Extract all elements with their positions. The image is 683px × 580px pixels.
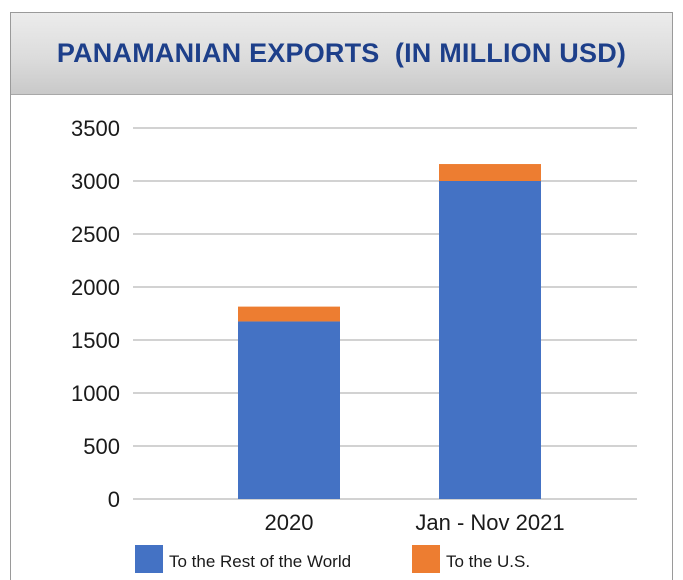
bar-us-2021: [439, 164, 541, 181]
y-tick-label: 1000: [71, 381, 120, 406]
legend-label: To the Rest of the World: [169, 552, 351, 571]
y-tick-label: 1500: [71, 328, 120, 353]
x-tick-label: 2020: [265, 510, 314, 535]
chart-title-bar: PANAMANIAN EXPORTS (IN MILLION USD): [11, 13, 672, 95]
y-tick-label: 500: [83, 434, 120, 459]
y-tick-label: 2500: [71, 222, 120, 247]
legend-label: To the U.S.: [446, 552, 530, 571]
x-tick-label: Jan - Nov 2021: [415, 510, 564, 535]
y-tick-label: 3000: [71, 169, 120, 194]
y-tick-label: 2000: [71, 275, 120, 300]
bar-rest-of-world-2021: [439, 181, 541, 499]
chart-title: PANAMANIAN EXPORTS (IN MILLION USD): [56, 38, 627, 68]
bar-rest-of-world-2020: [238, 321, 340, 499]
legend-swatch: [135, 545, 163, 573]
legend-swatch: [412, 545, 440, 573]
bar-us-2020: [238, 306, 340, 322]
y-tick-label: 0: [108, 487, 120, 512]
chart-card: PANAMANIAN EXPORTS (IN MILLION USD): [10, 12, 673, 580]
y-tick-label: 3500: [71, 116, 120, 141]
